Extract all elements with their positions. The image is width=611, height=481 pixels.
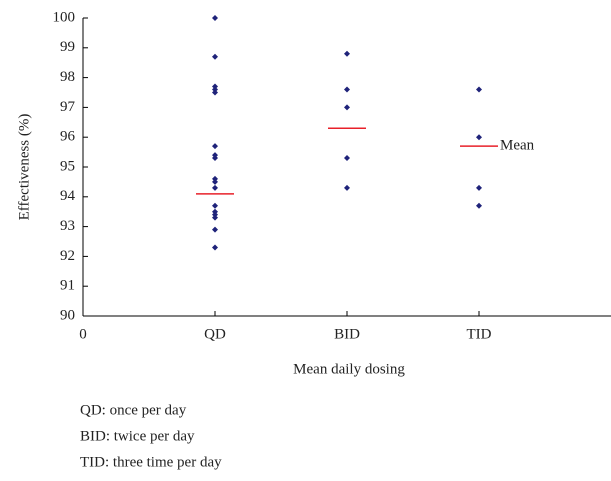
- x-tick-label: BID: [334, 326, 360, 342]
- y-tick-label: 92: [60, 248, 75, 264]
- data-point: [476, 202, 482, 209]
- note: QD: once per day: [80, 402, 187, 418]
- y-tick-label: 95: [60, 158, 75, 174]
- mean-label: Mean: [500, 138, 535, 154]
- data-point: [212, 143, 218, 150]
- data-point: [476, 184, 482, 191]
- data-point: [476, 86, 482, 93]
- x-axis-label: Mean daily dosing: [293, 361, 405, 377]
- y-tick-label: 100: [53, 9, 76, 25]
- data-point: [212, 214, 218, 221]
- y-tick-label: 90: [60, 307, 75, 323]
- data-point: [476, 134, 482, 141]
- y-tick-label: 91: [60, 278, 75, 294]
- x-tick-label: TID: [467, 326, 492, 342]
- data-point: [212, 244, 218, 251]
- y-tick-label: 96: [60, 129, 76, 145]
- data-point: [344, 155, 350, 162]
- data-point: [212, 53, 218, 60]
- data-point: [212, 15, 218, 21]
- data-point: [212, 202, 218, 209]
- data-point: [344, 184, 350, 191]
- x-tick-label: QD: [204, 326, 226, 342]
- y-tick-label: 94: [60, 188, 76, 204]
- y-axis-label: Effectiveness (%): [16, 114, 32, 221]
- y-tick-label: 99: [60, 39, 75, 55]
- data-point: [212, 178, 218, 185]
- x-tick-label: 0: [79, 326, 87, 342]
- data-point: [344, 50, 350, 57]
- y-tick-label: 98: [60, 69, 75, 85]
- note: TID: three time per day: [80, 454, 222, 470]
- data-point: [212, 226, 218, 233]
- data-point: [344, 86, 350, 93]
- data-point: [212, 89, 218, 96]
- data-point: [344, 104, 350, 111]
- note: BID: twice per day: [80, 428, 195, 444]
- data-point: [212, 155, 218, 162]
- y-tick-label: 93: [60, 218, 75, 234]
- data-point: [212, 184, 218, 191]
- y-tick-label: 97: [60, 99, 76, 115]
